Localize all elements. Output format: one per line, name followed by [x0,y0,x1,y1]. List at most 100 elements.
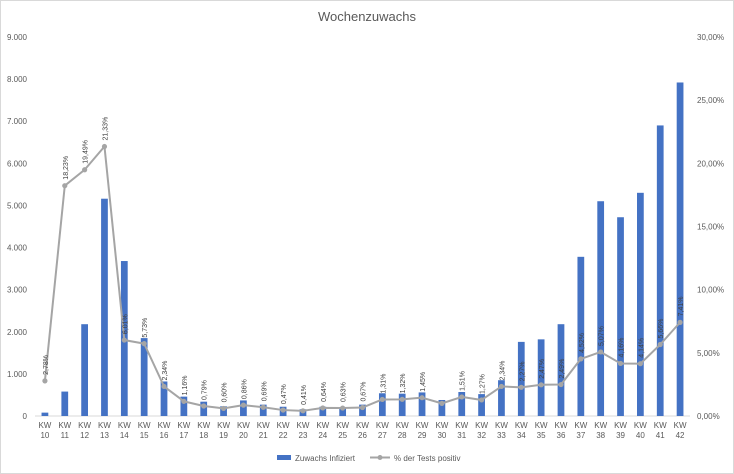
line-data-label: 5,73% [142,318,149,338]
line-point [42,378,48,384]
bar [81,324,88,416]
bar [577,256,585,416]
bar [458,391,466,416]
x-tick-label: KW 26 [356,421,369,440]
line-data-label: 1,31% [380,374,387,394]
bar [259,404,267,416]
y-right-tick-label: 20,00% [697,159,724,168]
line-point [617,360,624,367]
x-tick-label: KW 37 [574,421,587,440]
line-series: 2,78% 18,23% 19,49% 21,33% 6,01% 5,73% 2,34% 1,… [42,117,685,414]
y-right-tick-label: 10,00% [697,286,724,295]
bar [478,394,485,416]
line-point [201,403,207,409]
bar [220,406,227,416]
y-left-tick-label: 6.000 [7,159,28,168]
line-point [220,405,227,412]
y-left-tick-label: 9.000 [7,33,28,42]
x-tick-label: KW 38 [594,421,607,440]
line-point [141,341,147,347]
bar [359,404,366,416]
x-tick-label: KW 40 [634,421,647,440]
line-data-label: 2,78% [43,355,50,375]
line-data-label: 2,47% [539,359,546,379]
line-data-label: 0,64% [321,382,328,402]
bar [637,192,644,416]
bar [656,125,664,416]
line-data-label: 0,60% [222,383,229,403]
line-point [459,394,465,400]
line-point [518,384,524,390]
x-tick-label: KW 39 [614,421,627,440]
line-data-label: 2,27% [519,361,526,381]
bar [418,392,426,416]
x-tick-label: KW 19 [217,421,230,440]
bar [61,391,69,416]
x-tick-label: KW 25 [336,421,349,440]
y-right-tick-label: 0,00% [697,412,720,421]
line-point [240,402,247,408]
bar [438,399,446,416]
x-tick-label: KW 17 [177,421,190,440]
bar [339,407,347,416]
line-data-label: 21,33% [102,117,109,141]
line-data-label: 1,27% [480,374,487,394]
bar [398,393,406,416]
x-tick-label: KW 16 [158,421,171,440]
x-tick-label: KW 29 [416,421,429,440]
x-tick-label: KW 28 [396,421,409,440]
line-data-label: 2,34% [162,361,169,381]
line-point [498,383,505,390]
line-data-label: 0,86% [241,379,248,399]
line-point [637,361,643,367]
line-data-label: 0,47% [281,384,288,404]
line-point [538,382,544,388]
x-tick-label: KW 14 [118,421,131,440]
line-data-label: 0,41% [301,385,308,405]
line-data-label: 4,14% [638,338,645,358]
bar [557,324,565,416]
y-right-tick-label: 5,00% [697,349,720,358]
line-point [181,398,187,404]
line-point [161,383,167,390]
line-point [300,408,306,414]
legend-label-bars: Zuwachs Infiziert [295,454,356,463]
line-data-label: 1,16% [182,375,189,395]
y-left-tick-label: 4.000 [7,244,28,253]
line-data-label: 6,01% [122,314,129,334]
line-data-label: 4,16% [619,338,626,358]
y-axis-left: 0 1.000 2.000 3.000 4.000 5.000 6.000 7.000 8.00… [7,33,28,421]
y-left-tick-label: 5.000 [7,201,28,210]
line-point [101,143,108,150]
x-tick-label: KW 13 [98,421,111,440]
bar [537,339,545,416]
line-data-label: 1,45% [420,372,427,392]
y-left-tick-label: 7.000 [7,117,28,126]
bar [41,412,49,416]
x-tick-label: KW 20 [237,421,250,440]
line-point [578,356,584,362]
bar-series [41,82,684,416]
x-tick-label: KW 35 [535,421,548,440]
legend-marker-line [377,455,383,460]
line-path [43,145,681,412]
line-point [677,319,683,325]
bar [101,198,108,416]
x-tick-label: KW 18 [197,421,210,440]
y-right-tick-label: 30,00% [697,33,724,42]
bar [160,381,168,416]
bar [140,338,148,416]
line-point [399,396,405,402]
line-data-label: 0,67% [361,382,368,402]
x-tick-label: KW 24 [316,421,329,440]
bar [676,82,684,416]
line-data-label: 18,23% [63,156,70,180]
legend-label-line: % der Tests positiv [394,454,461,463]
x-tick-label: KW 33 [495,421,508,440]
line-data-label: 0,69% [261,381,268,401]
x-tick-label: KW 36 [555,421,568,440]
x-axis-labels: KW 10 KW 11 KW 12 KW 13 KW 14 KW 15 KW 16 KW 17 KW 18 KW 19… [38,421,686,440]
bar [517,341,525,416]
bar [319,406,327,416]
